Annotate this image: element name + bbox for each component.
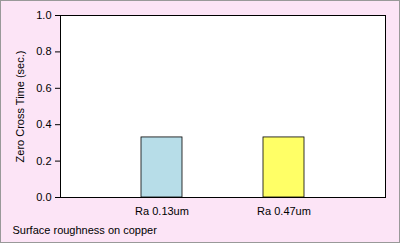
svg-text:0.4: 0.4 <box>36 118 51 130</box>
svg-text:Surface roughness on copper: Surface roughness on copper <box>13 224 158 236</box>
svg-text:Ra 0.13um: Ra 0.13um <box>135 205 189 217</box>
svg-text:0.2: 0.2 <box>36 155 51 167</box>
svg-text:Zero Cross Time (sec.): Zero Cross Time (sec.) <box>14 51 26 163</box>
svg-text:0.0: 0.0 <box>36 191 51 203</box>
svg-text:1.0: 1.0 <box>36 9 51 21</box>
svg-text:0.6: 0.6 <box>36 82 51 94</box>
svg-text:0.8: 0.8 <box>36 45 51 57</box>
svg-text:Ra 0.47um: Ra 0.47um <box>257 205 311 217</box>
